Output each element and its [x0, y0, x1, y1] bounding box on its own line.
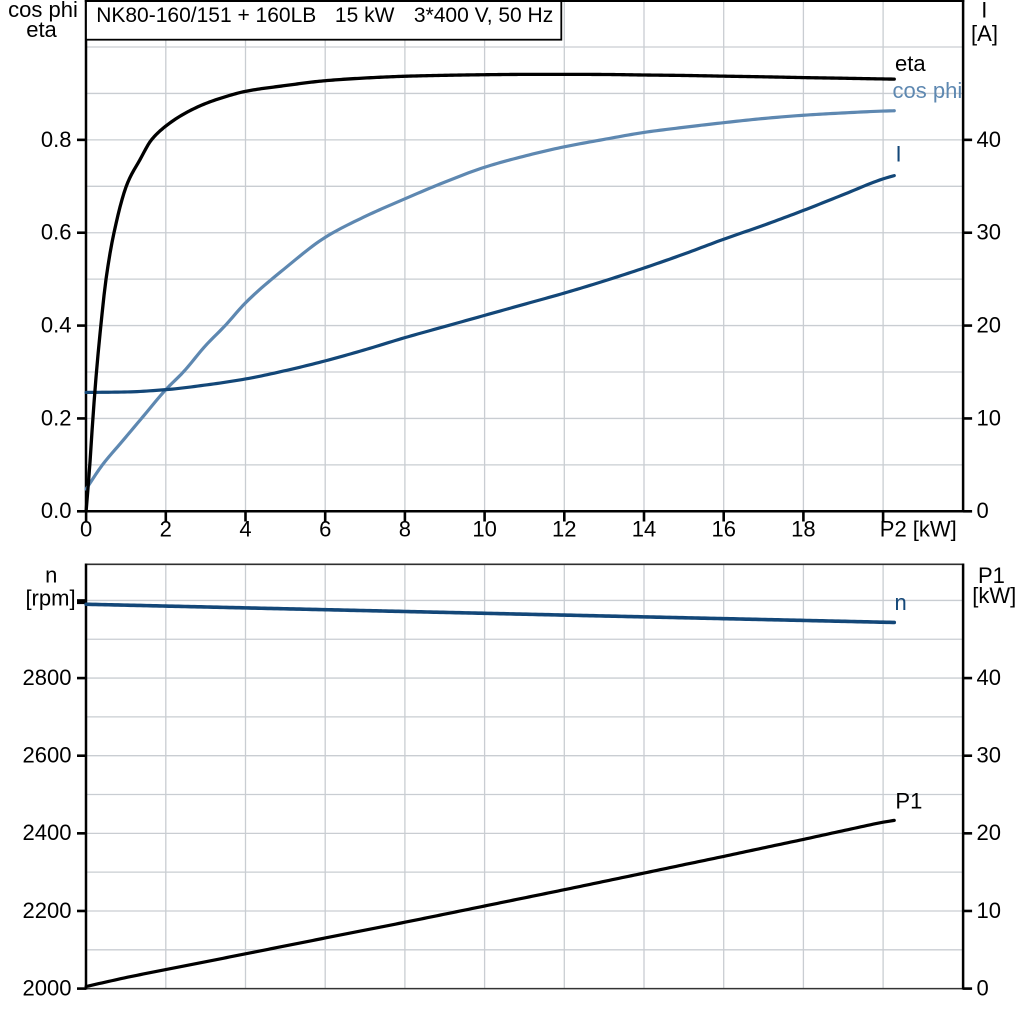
svg-text:n: n: [45, 563, 57, 588]
svg-text:8: 8: [399, 516, 411, 541]
svg-text:0.0: 0.0: [41, 498, 72, 523]
svg-text:P2 [kW]: P2 [kW]: [880, 516, 957, 541]
svg-text:6: 6: [319, 516, 331, 541]
svg-text:[kW]: [kW]: [972, 583, 1016, 608]
svg-text:cos phi: cos phi: [8, 0, 78, 22]
svg-text:14: 14: [632, 516, 656, 541]
svg-text:[rpm]: [rpm]: [25, 586, 75, 611]
svg-text:2800: 2800: [23, 665, 72, 690]
svg-text:0.8: 0.8: [41, 127, 72, 152]
svg-text:30: 30: [977, 743, 1001, 768]
svg-text:2200: 2200: [23, 898, 72, 923]
svg-text:NK80-160/151 + 160LB: NK80-160/151 + 160LB: [96, 4, 316, 27]
svg-text:P1: P1: [895, 788, 922, 813]
svg-text:2400: 2400: [23, 820, 72, 845]
svg-text:4: 4: [239, 516, 251, 541]
svg-text:I: I: [896, 142, 902, 167]
svg-text:10: 10: [977, 898, 1001, 923]
svg-text:30: 30: [977, 220, 1001, 245]
svg-text:40: 40: [977, 127, 1001, 152]
svg-text:eta: eta: [26, 17, 57, 42]
svg-text:10: 10: [472, 516, 496, 541]
svg-text:0: 0: [977, 498, 989, 523]
svg-text:18: 18: [791, 516, 815, 541]
svg-text:0: 0: [977, 976, 989, 1001]
svg-text:0.2: 0.2: [41, 405, 72, 430]
svg-text:cos phi: cos phi: [893, 78, 963, 103]
svg-text:I: I: [981, 0, 987, 23]
svg-text:0: 0: [80, 516, 92, 541]
svg-text:2600: 2600: [23, 743, 72, 768]
svg-text:2: 2: [160, 516, 172, 541]
svg-text:[A]: [A]: [971, 21, 998, 46]
svg-text:16: 16: [711, 516, 735, 541]
svg-text:0.6: 0.6: [41, 220, 72, 245]
svg-text:n: n: [895, 590, 907, 615]
svg-text:20: 20: [977, 820, 1001, 845]
svg-text:3*400 V, 50 Hz: 3*400 V, 50 Hz: [414, 4, 553, 27]
svg-text:20: 20: [977, 313, 1001, 338]
svg-text:eta: eta: [895, 51, 926, 76]
svg-text:10: 10: [977, 405, 1001, 430]
svg-text:40: 40: [977, 665, 1001, 690]
svg-text:12: 12: [552, 516, 576, 541]
svg-text:P1: P1: [978, 563, 1005, 588]
svg-text:2000: 2000: [23, 976, 72, 1001]
svg-text:0.4: 0.4: [41, 313, 72, 338]
svg-text:15 kW: 15 kW: [335, 4, 395, 27]
